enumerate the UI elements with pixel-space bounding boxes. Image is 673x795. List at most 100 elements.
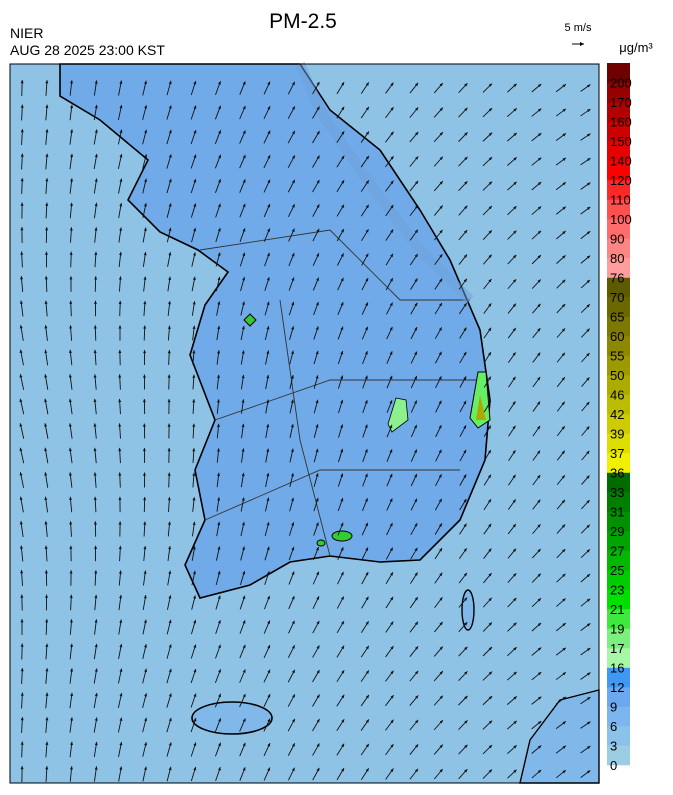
wind-arrowhead	[415, 156, 419, 160]
wind-arrowhead	[118, 496, 122, 501]
wind-arrowhead	[463, 425, 467, 429]
wind-arrowhead	[267, 595, 270, 600]
wind-arrowhead	[341, 155, 345, 160]
wind-arrowhead	[119, 644, 123, 648]
wind-arrowhead	[217, 570, 221, 575]
wind-arrowhead	[93, 398, 97, 403]
wind-arrowhead	[415, 107, 419, 111]
wind-arrowhead	[389, 522, 393, 527]
wind-arrowhead	[192, 350, 196, 354]
hotspot-core	[476, 395, 486, 420]
wind-arrowhead	[414, 498, 417, 503]
wind-arrowhead	[142, 447, 146, 452]
wind-arrowhead	[143, 349, 147, 354]
wind-arrowhead	[20, 129, 24, 133]
wind-arrowhead	[488, 132, 493, 136]
wind-arrowhead	[94, 619, 98, 623]
wind-arrowhead	[93, 349, 97, 354]
wind-arrowhead	[316, 718, 320, 723]
wind-arrowhead	[193, 80, 197, 85]
wind-arrowhead	[586, 598, 591, 602]
wind-arrowhead	[561, 426, 565, 430]
wind-arrowhead	[512, 279, 517, 283]
wind-arrowhead	[488, 108, 493, 112]
wind-arrowhead	[267, 130, 271, 135]
wind-arrowhead	[93, 325, 97, 329]
wind-arrowhead	[315, 547, 319, 551]
wind-arrowhead	[537, 230, 542, 235]
wind-arrowhead	[267, 620, 270, 624]
colorbar-label: 70	[610, 290, 624, 305]
wind-arrowhead	[266, 473, 270, 477]
wind-arrowhead	[340, 571, 344, 576]
wind-arrowhead	[463, 523, 467, 528]
wind-arrowhead	[168, 276, 172, 280]
wind-arrowhead	[390, 646, 394, 650]
wind-arrowhead	[389, 400, 393, 404]
wind-arrowhead	[69, 227, 73, 231]
wind-arrowhead	[69, 619, 73, 623]
wind-arrowhead	[390, 670, 394, 675]
wind-arrowhead	[562, 182, 566, 186]
wind-arrowhead	[45, 178, 49, 182]
wind-arrowhead	[94, 129, 98, 133]
wind-arrowhead	[118, 521, 122, 525]
wind-arrowhead	[316, 81, 320, 86]
wind-arrowhead	[68, 349, 73, 354]
wind-arrowhead	[439, 768, 443, 773]
wind-arrowhead	[488, 696, 493, 700]
wind-arrowhead	[587, 721, 591, 725]
colorbar-label: 39	[610, 427, 624, 442]
wind-arrowhead	[438, 498, 442, 503]
wind-arrowhead	[119, 766, 123, 770]
wind-arrowhead	[586, 182, 591, 186]
wind-arrowhead	[292, 694, 295, 698]
wind-arrowhead	[315, 326, 319, 330]
wind-arrowhead	[143, 276, 147, 280]
wind-arrowhead	[291, 645, 295, 649]
wind-arrowhead	[488, 597, 492, 602]
colorbar-segment	[607, 570, 630, 590]
wind-arrowhead	[45, 741, 49, 745]
wind-arrowhead	[389, 278, 393, 282]
colorbar-label: 19	[610, 622, 624, 637]
wind-arrowhead	[365, 547, 368, 551]
wind-arrowhead	[119, 105, 123, 109]
wind-arrowhead	[241, 399, 245, 403]
wind-arrowhead	[119, 693, 123, 697]
wind-arrowhead	[242, 277, 246, 281]
wind-arrowhead	[389, 424, 393, 429]
wind-arrowhead	[463, 376, 467, 380]
wind-arrowhead	[45, 668, 49, 672]
wind-arrowhead	[512, 450, 516, 454]
colorbar-label: 65	[610, 310, 624, 325]
wind-arrowhead	[365, 82, 369, 86]
wind-arrowhead	[143, 595, 147, 599]
province-borders	[199, 229, 480, 557]
wind-arrowhead	[488, 499, 492, 503]
wind-arrowhead	[266, 301, 270, 306]
wind-arrowhead	[562, 279, 566, 283]
wind-arrowhead	[316, 743, 320, 747]
wind-arrowhead	[389, 547, 393, 552]
wind-arrowhead	[365, 180, 369, 184]
wind-arrowhead	[144, 693, 148, 697]
wind-arrowhead	[267, 669, 271, 674]
wind-arrowhead	[193, 742, 197, 746]
wind-arrowhead	[291, 301, 295, 306]
wind-arrowhead	[93, 374, 97, 378]
colorbar-segment	[607, 121, 630, 142]
wind-arrowhead	[513, 647, 517, 651]
wind-arrowhead	[118, 570, 122, 574]
wind-arrowhead	[562, 84, 566, 88]
colorbar-segment	[607, 550, 630, 571]
wind-arrowhead	[365, 326, 368, 331]
wind-arrowhead	[414, 768, 419, 773]
colorbar-label: 0	[610, 758, 617, 773]
wind-arrowhead	[19, 349, 23, 354]
wind-arrowhead	[340, 424, 344, 428]
wind-arrowhead	[44, 447, 48, 452]
wind-arrowhead	[537, 328, 541, 332]
wind-arrowhead	[44, 276, 48, 280]
wind-arrowhead	[193, 203, 197, 207]
